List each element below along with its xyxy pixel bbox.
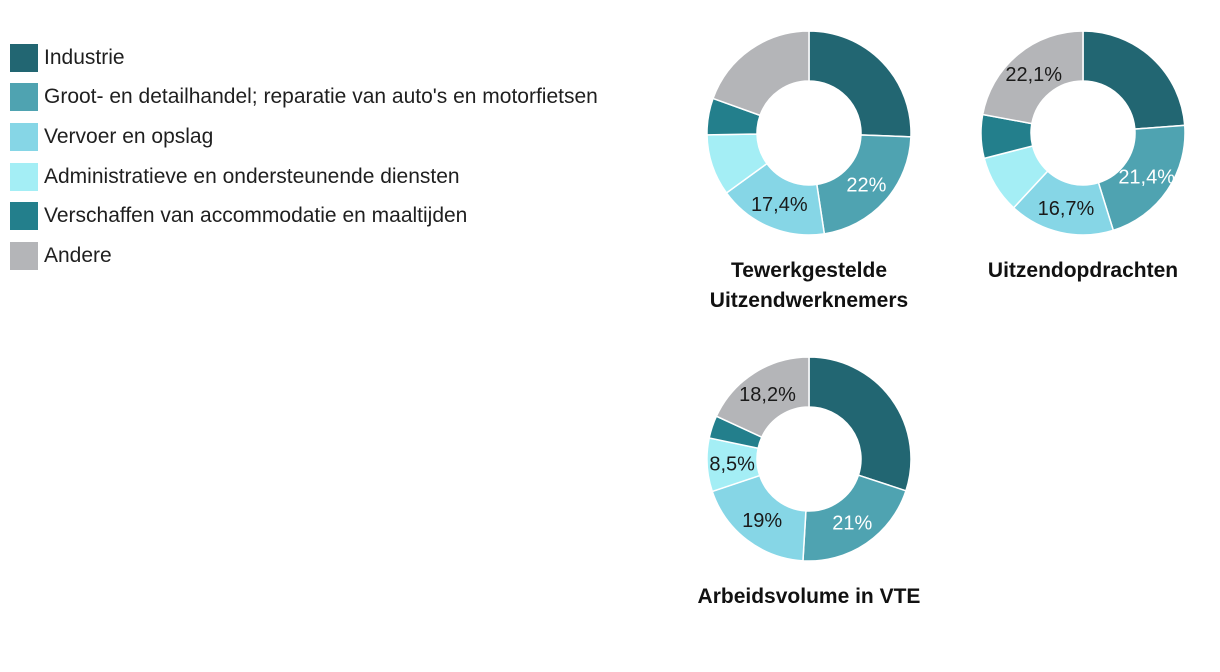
donut-chart-uitzendopdrachten: 21,4% 16,7% 22,1% Uitzendopdrachten (953, 28, 1213, 286)
donut-svg: 21% 19% 8,5% 18,2% (706, 356, 912, 562)
legend-item: Vervoer en opslag (10, 117, 690, 157)
slice-label: 16,7% (1038, 198, 1095, 220)
chart-title: Tewerkgestelde Uitzendwerknemers (709, 259, 909, 312)
legend-swatch (10, 202, 38, 231)
legend-item: Administratieve en ondersteunende dienst… (10, 157, 690, 197)
legend-swatch (10, 122, 38, 151)
legend-label: Groot- en detailhandel; reparatie van au… (44, 85, 598, 109)
donut-svg: 21,4% 16,7% 22,1% (980, 30, 1186, 236)
legend-item: Andere (10, 236, 690, 276)
donut-slice (1097, 124, 1186, 232)
chart-title: Uitzendopdrachten (987, 259, 1179, 282)
legend-item: Groot- en detailhandel; reparatie van au… (10, 78, 690, 118)
donut-slice (715, 356, 810, 439)
legend-item: Verschaffen van accommodatie en maaltijd… (10, 196, 690, 236)
legend-item: Industrie (10, 38, 690, 78)
legend-label: Industrie (44, 45, 125, 69)
donut-slice (808, 356, 912, 492)
slice-label: 18,2% (739, 384, 796, 406)
donut-svg: 22% 17,4% (706, 30, 912, 236)
legend-label: Andere (44, 243, 112, 267)
donut-slice (1082, 30, 1186, 130)
legend-label: Vervoer en opslag (44, 124, 214, 148)
legend-label: Administratieve en ondersteunende dienst… (44, 164, 460, 188)
slice-label: 17,4% (751, 194, 808, 216)
donut-chart-uitzendwerknemers: 22% 17,4% Tewerkgestelde Uitzendwerknemer… (679, 28, 939, 316)
legend-label: Verschaffen van accommodatie en maaltijd… (44, 204, 468, 228)
slice-label: 21% (832, 513, 872, 535)
slice-label: 8,5% (709, 453, 755, 475)
slice-label: 22% (846, 174, 886, 196)
donut-slice (815, 134, 912, 235)
legend-swatch (10, 162, 38, 191)
legend-swatch (10, 43, 38, 72)
chart-title: Arbeidsvolume in VTE (697, 585, 921, 608)
donut-slice (981, 30, 1084, 125)
donut-slice (712, 30, 810, 117)
legend: Industrie Groot- en detailhandel; reparat… (10, 38, 690, 276)
slice-label: 22,1% (1005, 64, 1062, 86)
legend-swatch (10, 83, 38, 112)
donut-chart-arbeidsvolume: 21% 19% 8,5% 18,2% Arbeidsvolume in VTE (679, 354, 939, 612)
legend-swatch (10, 241, 38, 270)
donut-slice (808, 30, 912, 138)
slice-label: 21,4% (1118, 166, 1175, 188)
slice-label: 19% (742, 510, 782, 532)
